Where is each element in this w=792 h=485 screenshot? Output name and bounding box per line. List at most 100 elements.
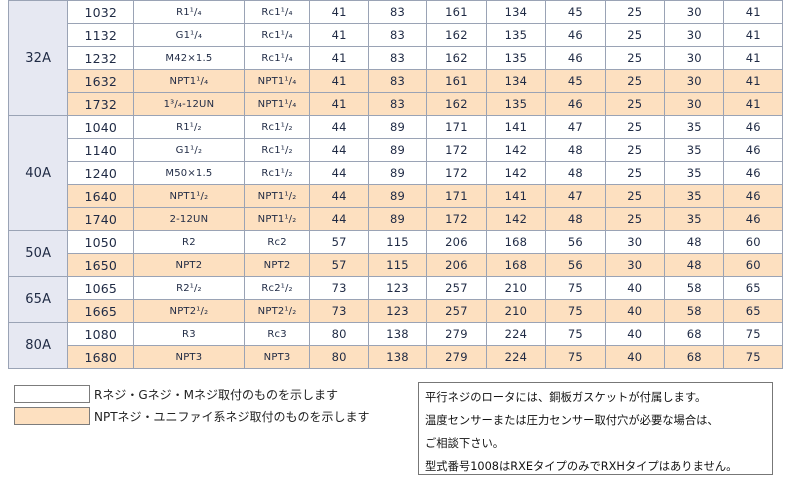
dimension-cell: 89	[367, 161, 428, 185]
dimension-cell: 57	[309, 253, 369, 277]
dimension-cell: 75	[545, 276, 606, 300]
table-row: 50A 1050 R2 Rc2 57 115 206 168 56 30 48 60	[7, 230, 783, 277]
dimension-cell: 75	[545, 322, 606, 346]
dimension-cell: 171	[426, 184, 487, 208]
dimension-cell: 89	[367, 115, 428, 139]
dimension-cell: 30	[604, 230, 666, 254]
dimension-cell: 89	[367, 207, 428, 231]
dimension-cell: 46	[545, 23, 606, 47]
dimension-cell: 83	[367, 46, 428, 70]
dimension-cell: 60	[723, 253, 783, 277]
dimension-cell: 57	[309, 230, 369, 254]
port-cell: Rc1¹/₄	[243, 46, 311, 70]
table-row: 80A 1080 R3 Rc3 80 138 279 224 75 40 68 75	[7, 322, 783, 369]
dimension-cell: 58	[664, 276, 725, 300]
port-cell: Rc2	[243, 230, 311, 254]
port-cell: Rc1¹/₂	[243, 138, 311, 162]
table-row: 1665 NPT2¹/₂ NPT2¹/₂ 73 123 257 210 75 40 58 65	[9, 299, 783, 323]
model-number-cell: 1140	[67, 138, 135, 162]
dimension-cell: 73	[309, 276, 369, 300]
dimension-cell: 44	[309, 138, 369, 162]
dimension-cell: 115	[367, 230, 428, 254]
model-number-cell: 1080	[67, 322, 135, 346]
dimension-cell: 46	[723, 138, 783, 162]
model-number-cell: 1240	[67, 161, 135, 185]
table-row: 1140 G1¹/₂ Rc1¹/₂ 44 89 172 142 48 25 35 46	[9, 138, 783, 162]
dimension-cell: 142	[485, 138, 547, 162]
dimension-cell: 41	[723, 92, 783, 116]
dimension-cell: 30	[664, 23, 725, 47]
note-line: ご相談下さい。	[425, 437, 505, 450]
dimension-cell: 162	[426, 46, 487, 70]
legend-white-label: Rネジ・Gネジ・Mネジ取付のものを示します	[94, 388, 338, 402]
dimension-cell: 162	[426, 92, 487, 116]
thread-cell: M42×1.5	[133, 46, 245, 70]
table-row: 1650 NPT2 NPT2 57 115 206 168 56 30 48 60	[9, 253, 783, 277]
model-number-cell: 1680	[67, 345, 135, 369]
dimension-cell: 75	[545, 299, 606, 323]
table-row: 32A 1032 R1¹/₄ Rc1¹/₄ 41 83 161 134 45 25 30 41	[7, 0, 783, 116]
table-row: 1232 M42×1.5 Rc1¹/₄ 41 83 162 135 46 25 30 41	[9, 46, 783, 70]
dimension-cell: 35	[664, 161, 725, 185]
dimension-cell: 279	[426, 322, 487, 346]
size-cell: 50A	[7, 230, 69, 277]
dimension-cell: 123	[367, 299, 428, 323]
thread-cell: 1³/₄-12UN	[133, 92, 245, 116]
model-number-cell: 1740	[67, 207, 135, 231]
thread-cell: G1¹/₄	[133, 23, 245, 47]
dimension-cell: 75	[545, 345, 606, 369]
model-number-cell: 1232	[67, 46, 135, 70]
model-number-cell: 1050	[67, 230, 135, 254]
model-number-cell: 1065	[67, 276, 135, 300]
port-cell: Rc1¹/₂	[243, 115, 311, 139]
size-cell: 80A	[7, 322, 69, 369]
dimension-cell: 46	[545, 46, 606, 70]
dimension-cell: 135	[485, 46, 547, 70]
dimension-cell: 48	[545, 161, 606, 185]
dimension-cell: 134	[485, 69, 547, 93]
dimension-cell: 80	[309, 322, 369, 346]
dimension-cell: 41	[309, 46, 369, 70]
port-cell: NPT1¹/₄	[243, 69, 311, 93]
dimension-cell: 206	[426, 253, 487, 277]
dimension-cell: 56	[545, 253, 606, 277]
dimension-cell: 40	[604, 345, 666, 369]
dimension-cell: 40	[604, 276, 666, 300]
model-number-cell: 1040	[67, 115, 135, 139]
thread-cell: NPT3	[133, 345, 245, 369]
spec-table-body: 32A 1032 R1¹/₄ Rc1¹/₄ 41 83 161 134 45 25 30 41 1132…	[7, 0, 783, 369]
dimension-cell: 41	[723, 46, 783, 70]
dimension-cell: 41	[723, 69, 783, 93]
dimension-cell: 162	[426, 23, 487, 47]
dimension-cell: 224	[485, 322, 547, 346]
dimension-cell: 172	[426, 138, 487, 162]
dimension-cell: 83	[367, 23, 428, 47]
dimension-cell: 25	[604, 0, 666, 24]
model-number-cell: 1132	[67, 23, 135, 47]
dimension-cell: 40	[604, 299, 666, 323]
dimension-cell: 46	[723, 161, 783, 185]
model-number-cell: 1650	[67, 253, 135, 277]
notes-box: 平行ネジのロータには、銅板ガスケットが付属します。 温度センサーまたは圧力センサ…	[418, 382, 773, 475]
dimension-cell: 44	[309, 161, 369, 185]
thread-cell: R2¹/₂	[133, 276, 245, 300]
dimension-cell: 73	[309, 299, 369, 323]
table-row: 1740 2-12UN NPT1¹/₂ 44 89 172 142 48 25 35 46	[9, 207, 783, 231]
legend-orange-swatch	[14, 407, 90, 425]
dimension-cell: 35	[664, 115, 725, 139]
dimension-cell: 115	[367, 253, 428, 277]
thread-cell: G1¹/₂	[133, 138, 245, 162]
dimension-cell: 46	[545, 92, 606, 116]
dimension-cell: 30	[664, 69, 725, 93]
dimension-cell: 138	[367, 345, 428, 369]
dimension-cell: 25	[604, 161, 666, 185]
model-number-cell: 1632	[67, 69, 135, 93]
dimension-cell: 25	[604, 46, 666, 70]
port-cell: Rc1¹/₄	[243, 0, 311, 24]
dimension-cell: 123	[367, 276, 428, 300]
dimension-cell: 75	[723, 322, 783, 346]
dimension-cell: 60	[723, 230, 783, 254]
table-row: 40A 1040 R1¹/₂ Rc1¹/₂ 44 89 171 141 47 25 35 46	[7, 115, 783, 231]
dimension-cell: 46	[723, 115, 783, 139]
dimension-cell: 35	[664, 184, 725, 208]
